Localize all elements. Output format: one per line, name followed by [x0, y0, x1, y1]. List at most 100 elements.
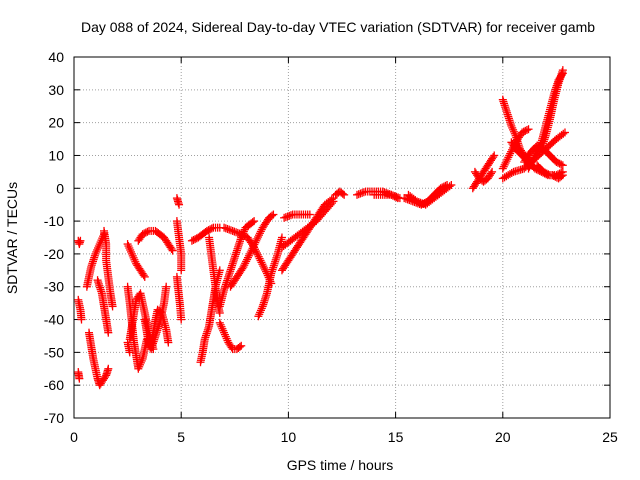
data-point	[256, 306, 265, 315]
data-point	[140, 272, 149, 281]
data-point	[509, 127, 518, 136]
data-point	[94, 244, 103, 253]
data-point	[221, 332, 230, 341]
data-point	[533, 145, 542, 154]
x-axis: 0 5 10 15 20 25	[70, 57, 618, 445]
data-point	[108, 302, 117, 311]
y-tick-label: 10	[48, 147, 64, 163]
series-arc-10	[123, 338, 134, 357]
data-point	[162, 282, 171, 291]
data-point	[104, 328, 113, 337]
series-arc-26	[280, 210, 314, 222]
data-point	[136, 360, 145, 369]
data-point	[526, 160, 535, 169]
data-point	[250, 240, 259, 249]
data-point	[235, 342, 244, 351]
data-point	[230, 227, 239, 236]
data-point	[256, 308, 265, 317]
y-tick-label: -40	[44, 312, 64, 328]
y-tick-label: -60	[44, 377, 64, 393]
data-point	[509, 125, 518, 134]
data-point	[358, 188, 367, 197]
data-point	[394, 193, 403, 202]
data-point	[503, 155, 512, 164]
data-point	[359, 188, 368, 197]
y-tick-label: 20	[48, 115, 64, 131]
data-point	[498, 164, 507, 173]
series-arc-20	[205, 233, 224, 317]
series-arc-12	[134, 226, 177, 255]
data-point	[216, 320, 225, 329]
data-point	[419, 200, 428, 209]
series-arc-24	[226, 210, 278, 291]
series-arc-14	[147, 305, 173, 347]
data-point	[390, 192, 399, 201]
data-point	[269, 210, 278, 219]
data-point	[524, 164, 533, 173]
data-point	[93, 245, 102, 254]
data-point	[125, 244, 134, 253]
data-point	[353, 190, 362, 199]
data-point	[225, 225, 234, 234]
data-point	[281, 213, 290, 222]
series-arc-18	[187, 223, 224, 245]
data-point	[164, 338, 173, 347]
data-point	[354, 190, 363, 199]
data-point	[220, 223, 229, 232]
data-point	[559, 129, 568, 138]
series-arc-17	[172, 272, 186, 324]
y-tick-label: 0	[56, 180, 64, 196]
data-point	[241, 259, 250, 268]
data-point	[235, 229, 244, 238]
series-arc-31	[370, 190, 404, 203]
data-point	[128, 251, 137, 260]
data-point	[134, 364, 143, 373]
data-point	[504, 153, 513, 162]
data-point	[124, 242, 133, 251]
data-point	[248, 218, 257, 227]
data-point	[501, 158, 510, 167]
data-point	[544, 170, 553, 179]
data-point	[139, 271, 148, 280]
data-point	[177, 266, 186, 275]
data-point	[239, 263, 248, 272]
data-point	[129, 253, 138, 262]
x-tick-label: 25	[602, 429, 618, 445]
data-point	[280, 213, 289, 222]
data-point	[218, 324, 227, 333]
y-tick-label: -50	[44, 344, 64, 360]
data-point	[143, 227, 152, 236]
data-point	[254, 231, 263, 240]
data-point	[447, 180, 456, 189]
y-tick-label: -10	[44, 213, 64, 229]
data-point	[252, 236, 261, 245]
data-point	[248, 244, 257, 253]
data-point	[123, 240, 132, 249]
data-point	[222, 334, 231, 343]
series-arc-43	[537, 66, 567, 153]
data-point	[242, 257, 251, 266]
data-point	[532, 147, 541, 156]
data-point	[228, 226, 237, 235]
data-point	[177, 315, 186, 324]
data-point	[489, 153, 498, 162]
data-point	[257, 304, 266, 313]
data-point	[558, 66, 567, 75]
data-point	[530, 153, 539, 162]
data-point	[223, 336, 232, 345]
series-arc-29	[331, 187, 349, 199]
data-point	[338, 189, 347, 198]
data-point	[522, 126, 531, 135]
data-point	[305, 210, 314, 219]
series-arc-05	[85, 328, 113, 390]
data-point	[505, 151, 514, 160]
data-point	[507, 121, 516, 130]
data-point	[127, 247, 136, 256]
data-point	[168, 246, 177, 255]
data-point	[223, 224, 232, 233]
data-point	[219, 326, 228, 335]
data-point	[528, 157, 537, 166]
data-point	[254, 233, 263, 242]
data-point	[524, 125, 533, 134]
